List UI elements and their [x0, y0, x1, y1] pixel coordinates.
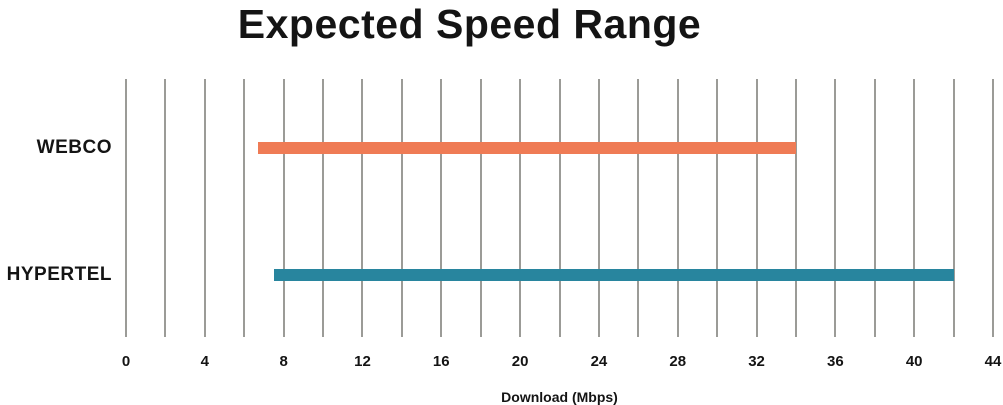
category-label-hypertel: HYPERTEL — [6, 264, 112, 286]
x-tick-label: 16 — [432, 353, 450, 370]
gridline — [992, 79, 994, 337]
gridline — [952, 79, 955, 337]
gridline — [755, 79, 758, 337]
gridline — [794, 79, 797, 337]
gridline — [519, 79, 522, 337]
x-tick-label: 12 — [354, 353, 371, 370]
x-tick-label: 20 — [511, 353, 529, 370]
gridline — [913, 79, 916, 337]
gridline — [637, 79, 640, 337]
x-tick-label: 40 — [905, 353, 923, 370]
gridline — [716, 79, 719, 337]
category-labels: WEBCO HYPERTEL — [0, 79, 112, 337]
x-tick-label: 4 — [200, 353, 209, 370]
gridline — [125, 79, 127, 337]
x-tick-label: 8 — [279, 353, 288, 370]
chart-title: Expected Speed Range — [237, 1, 702, 47]
x-axis-title: Download (Mbps) — [501, 389, 618, 405]
x-tick-label: 28 — [669, 353, 687, 370]
x-axis-ticks: 0 4 8 12 16 20 24 28 32 36 40 44 — [122, 353, 1002, 373]
x-tick-label: 32 — [748, 353, 765, 370]
gridline — [873, 79, 876, 337]
range-bar-hypertel — [273, 269, 954, 282]
gridline — [834, 79, 837, 337]
gridline — [243, 79, 246, 337]
gridline — [164, 79, 167, 337]
x-tick-label: 36 — [827, 353, 844, 370]
gridline — [558, 79, 561, 337]
gridline — [322, 79, 325, 337]
gridline — [400, 79, 403, 337]
gridline — [597, 79, 600, 337]
gridline — [203, 79, 206, 337]
range-bar-webco — [258, 142, 796, 155]
gridline — [361, 79, 364, 337]
gridline — [440, 79, 443, 337]
x-tick-label: 24 — [590, 353, 608, 370]
plot-area — [125, 79, 994, 337]
gridline — [676, 79, 679, 337]
gridline — [282, 79, 285, 337]
x-tick-label: 44 — [984, 353, 1002, 370]
gridline — [479, 79, 482, 337]
x-tick-label: 0 — [121, 353, 131, 370]
category-label-webco: WEBCO — [36, 137, 112, 159]
